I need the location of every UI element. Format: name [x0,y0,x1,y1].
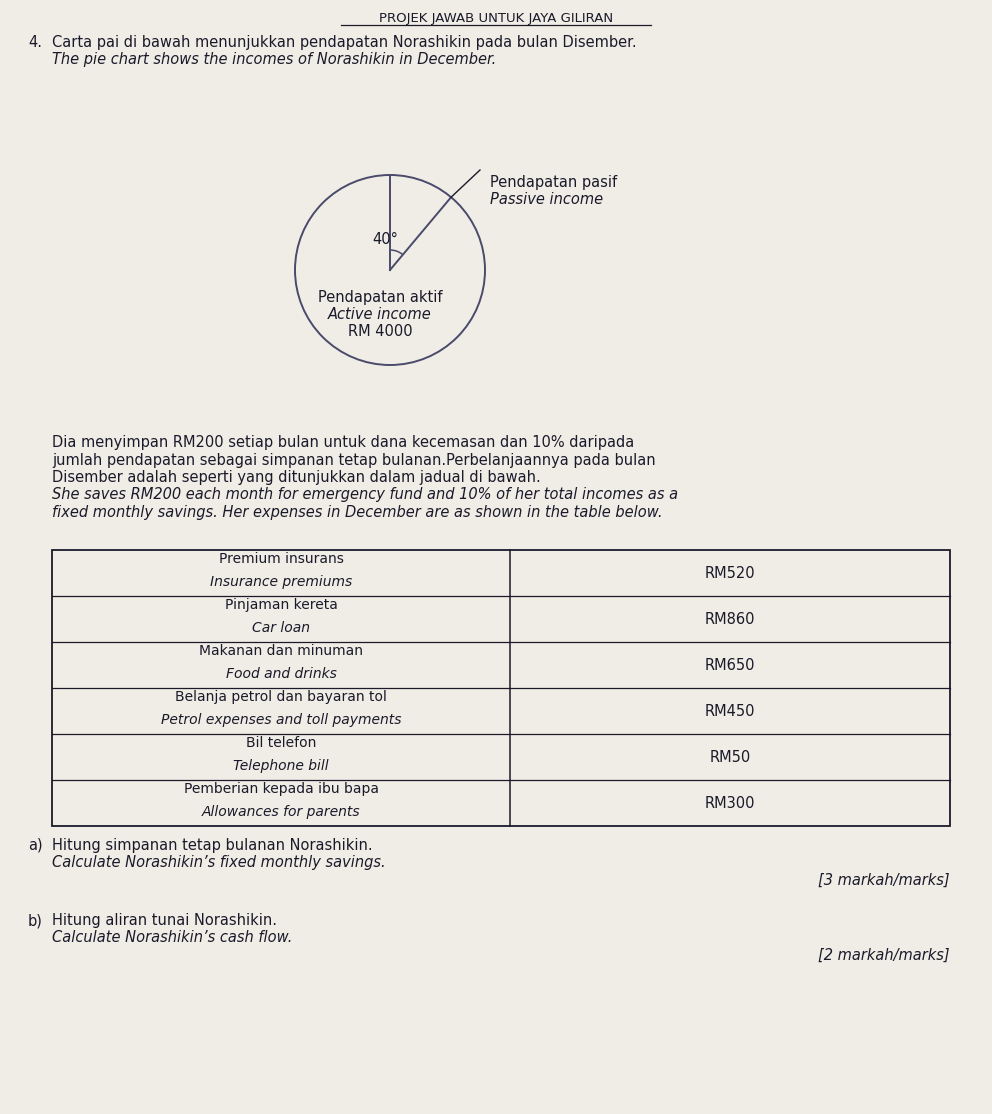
Text: Hitung aliran tunai Norashikin.: Hitung aliran tunai Norashikin. [52,913,277,928]
Text: [2 markah/marks]: [2 markah/marks] [818,948,950,962]
Text: Petrol expenses and toll payments: Petrol expenses and toll payments [161,713,401,727]
Text: Calculate Norashikin’s cash flow.: Calculate Norashikin’s cash flow. [52,930,293,945]
Text: RM520: RM520 [704,566,755,580]
Text: RM 4000: RM 4000 [347,324,413,339]
Text: Car loan: Car loan [252,620,310,635]
Text: Hitung simpanan tetap bulanan Norashikin.: Hitung simpanan tetap bulanan Norashikin… [52,838,373,853]
Text: 40°: 40° [372,233,398,247]
Text: RM860: RM860 [704,612,755,626]
Text: She saves RM200 each month for emergency fund and 10% of her total incomes as a: She saves RM200 each month for emergency… [52,488,679,502]
Text: Allowances for parents: Allowances for parents [201,805,360,819]
Text: Premium insurans: Premium insurans [218,553,343,566]
Text: Active income: Active income [328,307,432,322]
Text: Pendapatan pasif: Pendapatan pasif [490,175,617,190]
Text: [3 markah/marks]: [3 markah/marks] [818,873,950,888]
Text: Insurance premiums: Insurance premiums [210,575,352,589]
Text: PROJEK JAWAB UNTUK JAYA GILIRAN: PROJEK JAWAB UNTUK JAYA GILIRAN [379,12,613,25]
Text: Pinjaman kereta: Pinjaman kereta [224,598,337,612]
Text: jumlah pendapatan sebagai simpanan tetap bulanan.Perbelanjaannya pada bulan: jumlah pendapatan sebagai simpanan tetap… [52,452,656,468]
Text: 4.: 4. [28,35,42,50]
Bar [52,550,950,825]
Text: Disember adalah seperti yang ditunjukkan dalam jadual di bawah.: Disember adalah seperti yang ditunjukkan… [52,470,541,485]
Text: a): a) [28,838,43,853]
Text: Passive income: Passive income [490,192,603,207]
Text: Pemberian kepada ibu bapa: Pemberian kepada ibu bapa [184,782,379,797]
Text: RM50: RM50 [709,750,751,764]
Text: Food and drinks: Food and drinks [225,667,336,681]
Text: Bil telefon: Bil telefon [246,736,316,750]
Text: RM450: RM450 [704,704,755,719]
Text: Makanan dan minuman: Makanan dan minuman [199,644,363,658]
Text: RM650: RM650 [704,657,755,673]
Text: RM300: RM300 [704,795,755,811]
Text: Carta pai di bawah menunjukkan pendapatan Norashikin pada bulan Disember.: Carta pai di bawah menunjukkan pendapata… [52,35,637,50]
Text: Pendapatan aktif: Pendapatan aktif [317,290,442,305]
Text: The pie chart shows the incomes of Norashikin in December.: The pie chart shows the incomes of Noras… [52,52,496,67]
Text: Calculate Norashikin’s fixed monthly savings.: Calculate Norashikin’s fixed monthly sav… [52,856,386,870]
Text: Belanja petrol dan bayaran tol: Belanja petrol dan bayaran tol [175,690,387,704]
Text: Dia menyimpan RM200 setiap bulan untuk dana kecemasan dan 10% daripada: Dia menyimpan RM200 setiap bulan untuk d… [52,434,634,450]
Text: Telephone bill: Telephone bill [233,759,328,773]
Text: fixed monthly savings. Her expenses in December are as shown in the table below.: fixed monthly savings. Her expenses in D… [52,505,663,520]
Text: b): b) [28,913,43,928]
